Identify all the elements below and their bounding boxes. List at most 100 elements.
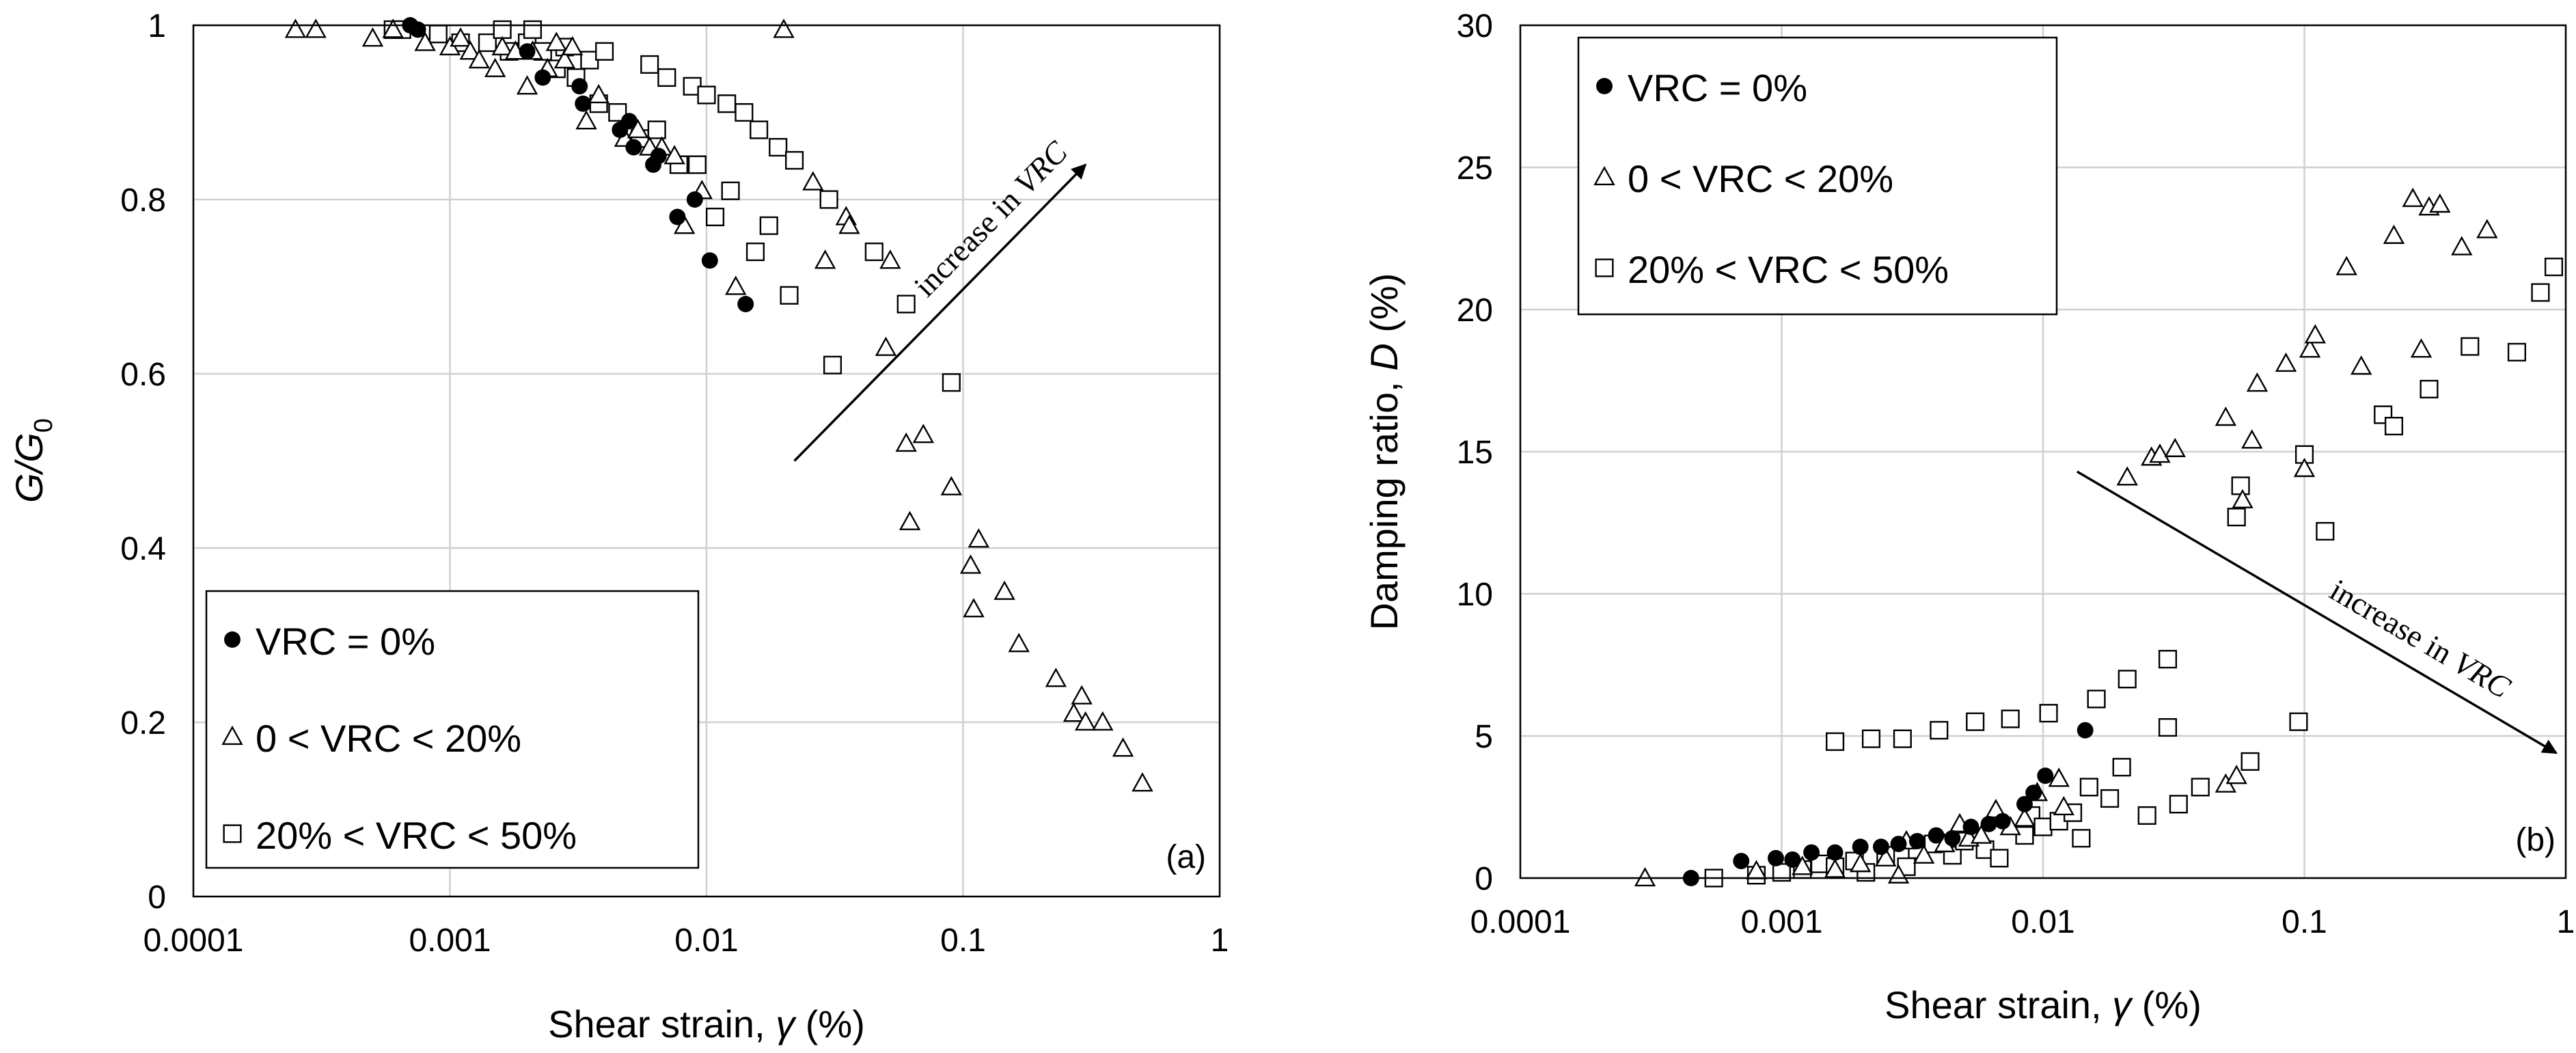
data-point [2289, 712, 2308, 731]
data-points-b [1634, 187, 2564, 888]
legend-marker [1595, 258, 1614, 277]
data-point [838, 215, 860, 234]
x-tick-label: 0.01 [674, 922, 738, 959]
trend-arrow-a [793, 163, 1087, 462]
data-point [864, 242, 883, 262]
y-tick-label: 25 [1457, 150, 1493, 187]
data-point [663, 145, 685, 165]
data-point [2402, 187, 2424, 207]
data-point [493, 20, 512, 39]
data-point [625, 139, 642, 156]
y-tick-label: 10 [1457, 577, 1493, 613]
plot-area-b [1519, 24, 2567, 879]
y-tick-labels-b: 0 5 10 15 20 25 30 [1457, 8, 1493, 897]
data-point [725, 275, 747, 295]
data-point [1063, 702, 1085, 722]
data-point [785, 151, 804, 170]
data-point [284, 18, 307, 38]
data-point [2015, 826, 2034, 845]
legend-entry: VRC = 0% [256, 620, 435, 663]
data-point [1875, 847, 1897, 867]
data-point [706, 207, 725, 227]
data-point [1803, 844, 1820, 861]
data-point [414, 31, 436, 51]
x-axis-label-b: Shear strain, γ (%) [1885, 983, 2202, 1026]
data-point [2241, 752, 2260, 771]
legend-entry: 0 < VRC < 20% [256, 717, 521, 760]
data-point [2451, 236, 2473, 256]
data-point [523, 20, 543, 39]
data-point [491, 36, 513, 55]
data-point [1861, 729, 1881, 748]
x-tick-labels-b: 0.0001 0.001 0.01 0.1 1 [1470, 904, 2575, 940]
data-point [2164, 437, 2186, 457]
data-point [963, 598, 985, 618]
data-point [899, 510, 921, 530]
legend-marker [1596, 78, 1613, 94]
data-point [1913, 844, 1935, 864]
data-point [561, 36, 584, 55]
data-point [484, 57, 506, 77]
data-point [2293, 457, 2316, 478]
data-point [2118, 670, 2137, 689]
data-point [647, 120, 666, 139]
data-point [588, 83, 609, 104]
x-axis-label-a: Shear strain, γ (%) [548, 1002, 865, 1045]
data-point [2304, 324, 2327, 344]
data-point [879, 249, 901, 269]
data-point [2100, 789, 2120, 808]
data-point [382, 18, 404, 38]
data-point [1112, 737, 1134, 757]
data-point [2033, 817, 2053, 836]
data-point [1893, 729, 1912, 748]
data-point [2025, 784, 2042, 802]
data-point [780, 286, 799, 305]
data-point [1962, 819, 1979, 836]
x-tick-label: 1 [2557, 904, 2575, 940]
data-point [814, 249, 836, 269]
data-point [1826, 844, 1844, 861]
data-point [545, 31, 568, 51]
data-point [2116, 466, 2138, 486]
data-point [450, 27, 471, 47]
data-point [2420, 379, 2439, 399]
data-point [959, 554, 982, 574]
data-point [912, 424, 935, 443]
data-point [1908, 832, 1926, 849]
y-tick-label: 0.4 [120, 531, 166, 567]
data-point [737, 296, 754, 312]
data-point [1826, 732, 1845, 751]
data-point [519, 43, 536, 60]
data-point [819, 190, 838, 209]
legend-marker [224, 631, 241, 648]
x-tick-label: 0.1 [940, 922, 986, 959]
data-point [802, 171, 824, 191]
legend-marker [1593, 165, 1615, 186]
data-point [534, 69, 551, 86]
data-point [1990, 849, 2009, 868]
data-point [823, 355, 842, 374]
data-point [2429, 193, 2451, 213]
data-point [2077, 722, 2094, 739]
data-point [1132, 772, 1153, 792]
data-point [1824, 858, 1846, 878]
data-point [1852, 838, 1869, 856]
data-point [769, 137, 788, 157]
data-point [1634, 866, 1656, 887]
legend-box [205, 590, 700, 869]
data-point [409, 21, 426, 38]
data-point [940, 476, 963, 495]
plot-area-a [192, 24, 1221, 898]
data-point [2053, 795, 2074, 816]
data-point [2275, 352, 2297, 372]
data-point [875, 336, 897, 356]
data-point [2001, 709, 2020, 728]
data-point [773, 18, 795, 38]
legend-marker [221, 725, 243, 746]
data-point [361, 27, 384, 47]
data-point [1928, 827, 1945, 844]
data-point [2384, 417, 2404, 436]
x-tick-label: 1 [1211, 922, 1229, 959]
data-point [1890, 836, 1907, 853]
